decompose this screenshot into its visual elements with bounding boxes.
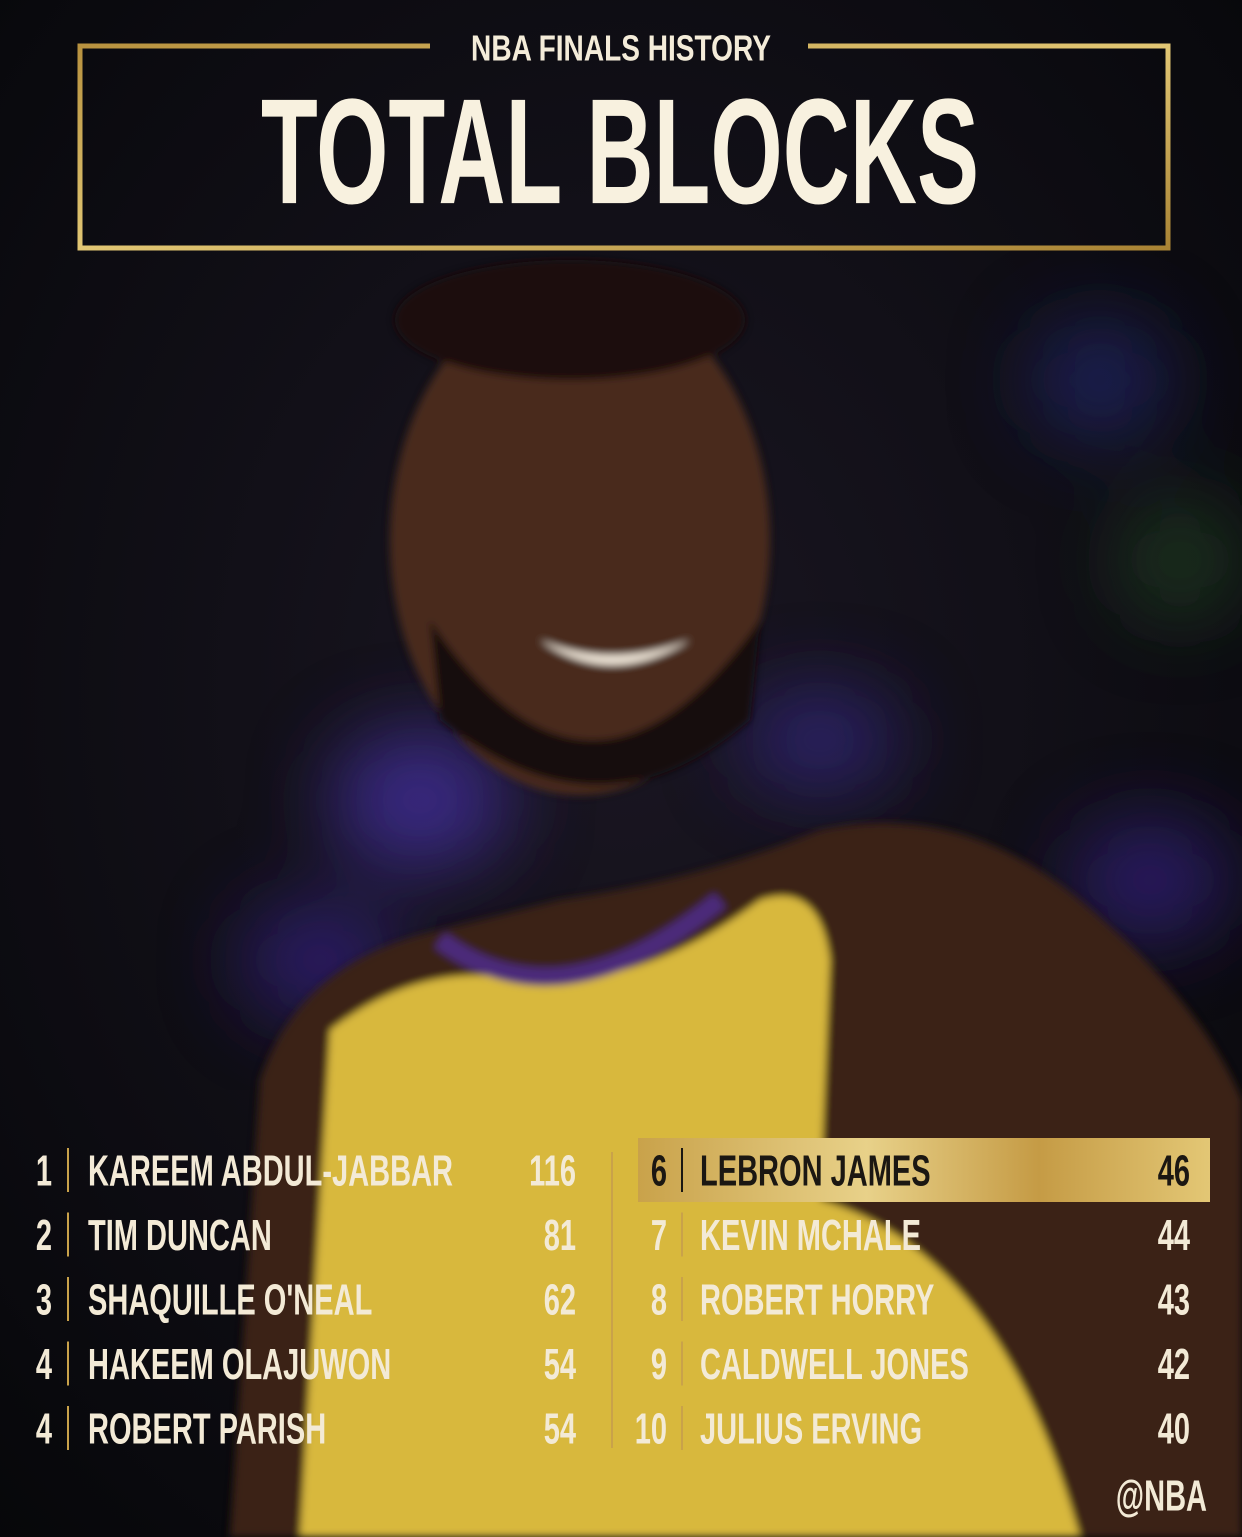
rank: 6: [651, 1145, 667, 1195]
player-name: ROBERT HORRY: [700, 1274, 935, 1324]
rank: 1: [36, 1145, 52, 1195]
block-total: 116: [529, 1145, 576, 1195]
player-name: SHAQUILLE O'NEAL: [88, 1274, 372, 1324]
header-frame: [77, 43, 1171, 251]
highlight-bar: [638, 1138, 1210, 1202]
rank: 3: [36, 1274, 52, 1324]
block-total: 54: [544, 1339, 577, 1389]
block-total: 40: [1158, 1403, 1190, 1453]
header: [77, 43, 1171, 251]
subtitle: NBA FINALS HISTORY: [471, 28, 771, 68]
rank: 4: [36, 1403, 52, 1453]
rank: 2: [36, 1210, 52, 1260]
player-name: LEBRON JAMES: [700, 1145, 931, 1195]
block-total: 62: [544, 1274, 576, 1324]
player-name: KEVIN MCHALE: [700, 1210, 921, 1260]
rank: 7: [651, 1210, 667, 1260]
player-name: KAREEM ABDUL-JABBAR: [88, 1145, 453, 1195]
player-name: TIM DUNCAN: [88, 1210, 272, 1260]
block-total: 54: [544, 1403, 577, 1453]
rank: 9: [651, 1339, 667, 1389]
player-name: CALDWELL JONES: [700, 1339, 969, 1389]
player-name: HAKEEM OLAJUWON: [88, 1339, 391, 1389]
title: TOTAL BLOCKS: [261, 68, 979, 235]
block-total: 46: [1158, 1145, 1190, 1195]
rank: 10: [635, 1403, 667, 1453]
block-total: 44: [1158, 1210, 1191, 1260]
footer-handle: @NBA: [1116, 1470, 1207, 1520]
block-total: 43: [1158, 1274, 1190, 1324]
rank: 8: [651, 1274, 667, 1324]
player-name: ROBERT PARISH: [88, 1403, 326, 1453]
rank: 4: [36, 1339, 52, 1389]
block-total: 81: [544, 1210, 576, 1260]
player-name: JULIUS ERVING: [700, 1403, 922, 1453]
block-total: 42: [1158, 1339, 1190, 1389]
